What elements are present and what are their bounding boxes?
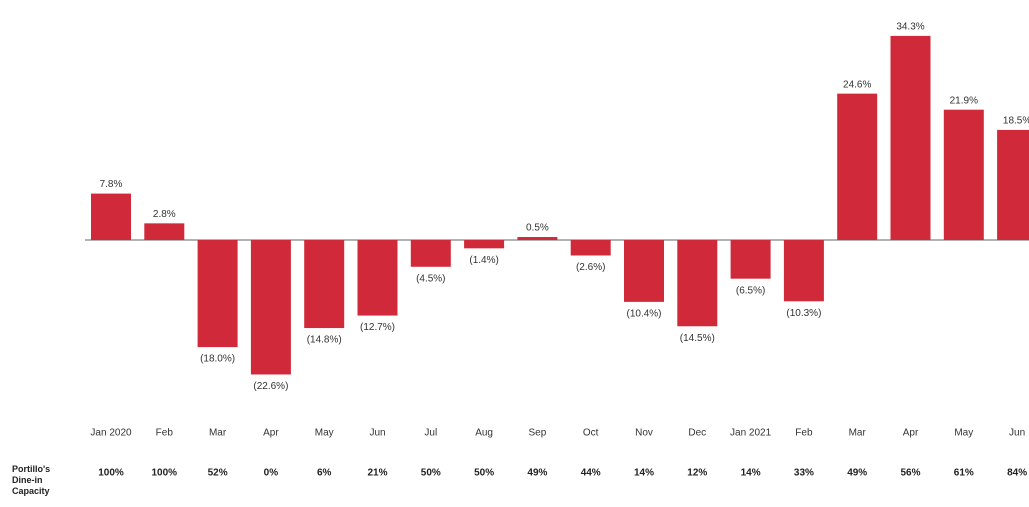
capacity-value: 12% xyxy=(687,468,707,479)
x-tick-label: Jun xyxy=(1009,428,1025,439)
bar xyxy=(624,240,664,302)
bar xyxy=(357,240,398,316)
bar xyxy=(250,240,291,375)
capacity-value: 61% xyxy=(954,468,974,479)
value-label: (10.4%) xyxy=(626,309,661,320)
value-label: (2.6%) xyxy=(576,262,605,273)
capacity-value: 84% xyxy=(1007,468,1027,479)
value-label: 34.3% xyxy=(896,22,924,33)
x-tick-label: Feb xyxy=(795,428,813,439)
bar xyxy=(517,237,558,240)
capacity-value: 49% xyxy=(527,468,547,479)
capacity-value: 56% xyxy=(900,468,920,479)
value-label: (14.8%) xyxy=(307,335,342,346)
bar xyxy=(837,93,878,240)
capacity-value: 50% xyxy=(474,468,494,479)
value-label: (18.0%) xyxy=(200,354,235,365)
bar xyxy=(410,240,451,267)
x-tick-label: Apr xyxy=(903,428,919,439)
bar xyxy=(943,109,984,240)
capacity-value: 100% xyxy=(152,468,178,479)
x-tick-label: Aug xyxy=(475,428,493,439)
capacity-value: 44% xyxy=(581,468,601,479)
bar xyxy=(144,223,185,240)
capacity-value: 100% xyxy=(98,468,124,479)
value-label: (22.6%) xyxy=(253,381,288,392)
value-label: 18.5% xyxy=(1003,116,1029,127)
capacity-value: 6% xyxy=(317,468,332,479)
bar xyxy=(677,240,718,327)
x-tick-label: Mar xyxy=(849,428,867,439)
capacity-value: 52% xyxy=(208,468,228,479)
bar xyxy=(464,240,505,249)
value-label: 2.8% xyxy=(153,209,176,220)
x-tick-label: Jan 2020 xyxy=(90,428,132,439)
value-label: (14.5%) xyxy=(680,333,715,344)
x-tick-label: Feb xyxy=(156,428,174,439)
value-label: 7.8% xyxy=(100,179,123,190)
bar xyxy=(197,240,238,348)
value-label: (1.4%) xyxy=(469,255,498,266)
value-label: (10.3%) xyxy=(786,308,821,319)
capacity-value: 14% xyxy=(741,468,761,479)
bar xyxy=(91,193,131,240)
capacity-value: 21% xyxy=(367,468,387,479)
capacity-label: Portillo's Dine-in Capacity xyxy=(12,464,51,496)
x-tick-label: May xyxy=(954,428,973,439)
value-label: (12.7%) xyxy=(360,322,395,333)
x-tick-label: Apr xyxy=(263,428,279,439)
x-tick-label: May xyxy=(315,428,334,439)
capacity-value: 0% xyxy=(264,468,279,479)
x-tick-label: Nov xyxy=(635,428,653,439)
value-label: 0.5% xyxy=(526,223,549,234)
x-tick-label: Dec xyxy=(688,428,706,439)
bar xyxy=(890,35,931,240)
value-label: 21.9% xyxy=(950,95,978,106)
bar xyxy=(304,240,345,329)
capacity-value: 14% xyxy=(634,468,654,479)
bar xyxy=(730,240,771,279)
capacity-value: 50% xyxy=(421,468,441,479)
capacity-value: 33% xyxy=(794,468,814,479)
x-tick-label: Jul xyxy=(424,428,437,439)
x-tick-label: Mar xyxy=(209,428,227,439)
value-label: 24.6% xyxy=(843,79,871,90)
x-tick-label: Jan 2021 xyxy=(730,428,772,439)
x-tick-label: Oct xyxy=(583,428,599,439)
capacity-value: 49% xyxy=(847,468,867,479)
value-label: (6.5%) xyxy=(736,285,765,296)
bar xyxy=(783,240,824,302)
bar xyxy=(570,240,611,256)
bar xyxy=(997,129,1029,240)
x-tick-label: Sep xyxy=(529,428,547,439)
value-label: (4.5%) xyxy=(416,273,445,284)
x-tick-label: Jun xyxy=(369,428,385,439)
